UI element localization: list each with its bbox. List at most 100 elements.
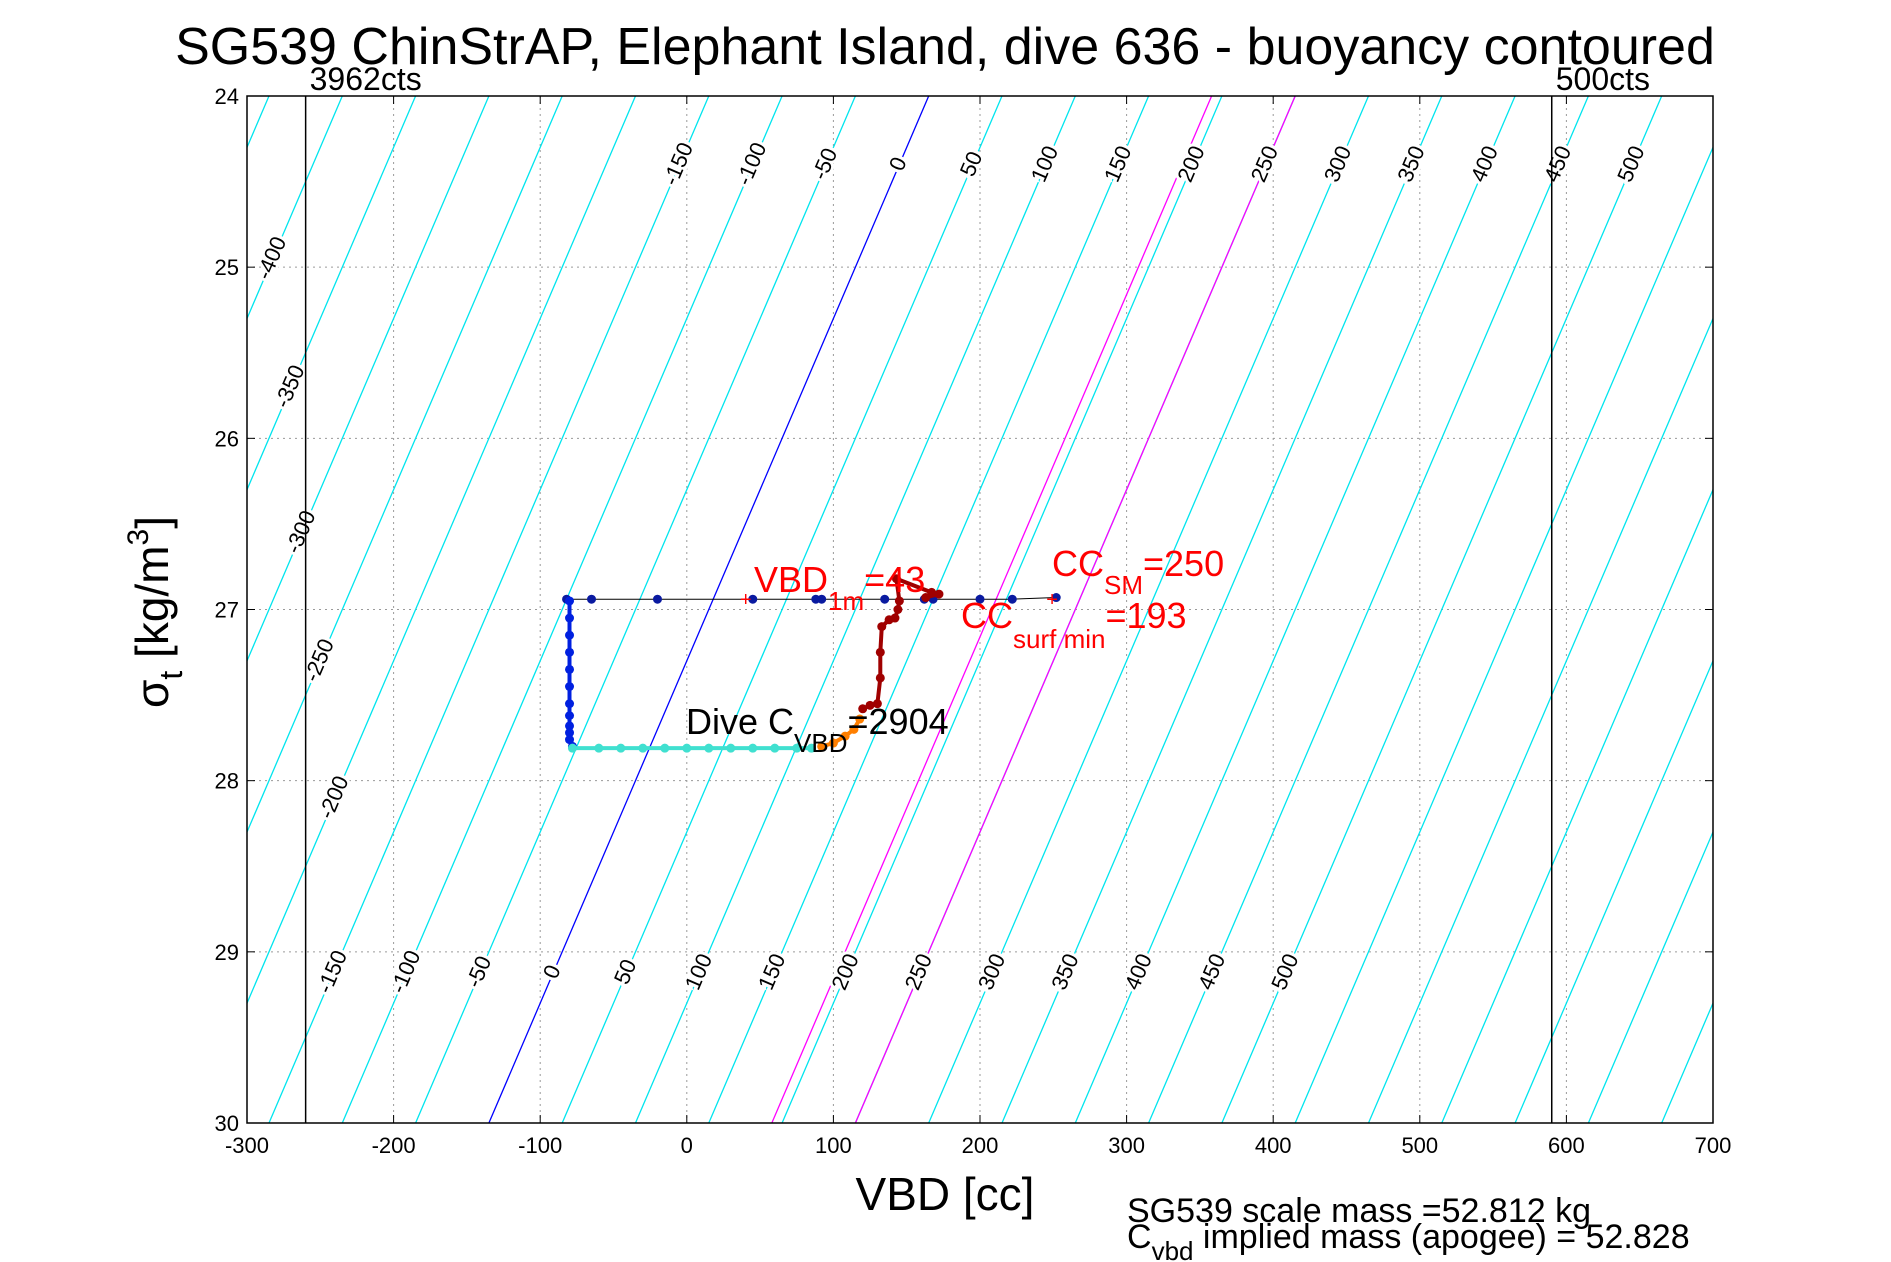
contour-line-highlight-193 [771,96,1213,1123]
data-point [1051,593,1061,603]
count-limit-lines: 3962cts 500cts [304,61,1650,1123]
data-point [1007,594,1017,604]
footer-scale-mass: SG539 scale mass =52.812 kg [1127,1192,1591,1230]
y-tick-label: 29 [215,940,239,965]
data-point [855,714,865,724]
contour-line--150 [268,96,710,1123]
data-point [891,574,901,584]
y-tick-label: 27 [215,598,239,623]
limit-label: 500cts [1556,61,1650,97]
contour-line--100 [341,96,783,1123]
x-tick-label: 300 [1108,1133,1145,1158]
buoyancy-contours [247,96,1713,1123]
x-tick-label: -200 [372,1133,416,1158]
contour-line-0 [488,96,930,1123]
data-point [817,594,827,604]
contour-line--200 [247,96,637,1005]
data-point [875,647,885,657]
data-point [921,593,931,603]
data-point [565,630,575,640]
data-point [927,587,937,597]
annotation-dive-cvbd: Dive CVBD=2904 [686,701,949,758]
x-tick-label: 500 [1401,1133,1438,1158]
data-point [894,596,904,606]
contour-line--400 [247,96,343,321]
data-point [880,594,890,604]
data-point [565,699,575,709]
data-point [875,673,885,683]
contour-line--350 [247,96,417,492]
y-tick-label: 25 [215,255,239,280]
y-axis-label-main: σ [126,680,178,708]
x-tick-label: -300 [225,1133,269,1158]
data-point [660,743,670,753]
data-point [828,738,838,748]
x-tick-label: -100 [518,1133,562,1158]
data-point [865,700,875,710]
y-tick-label: 24 [215,84,239,109]
data-point [567,743,577,753]
data-point [849,724,859,734]
contour-line-600 [1367,316,1713,1123]
data-point [682,743,692,753]
svg-text:σt [kg/m3]: σt [kg/m3] [122,516,189,708]
data-point [975,594,985,604]
data-point [770,743,780,753]
contour-line-50 [561,96,1003,1123]
x-tick-label: 200 [962,1133,999,1158]
data-point [616,743,626,753]
contour-line--300 [247,96,490,663]
data-point [565,735,575,745]
data-point [748,594,758,604]
contour-line--50 [414,96,856,1123]
dive-series: + + [562,574,1061,753]
y-tick-label: 26 [215,426,239,451]
contour-line-450 [1147,96,1589,1123]
data-point [877,622,887,632]
annotation-cc-surf-min: CCsurf min=193 [961,595,1187,654]
data-point [652,594,662,604]
data-point [726,743,736,753]
y-axis-label-unit: [kg/m [126,545,178,657]
contour-line-150 [708,96,1150,1123]
x-tick-label: 400 [1255,1133,1292,1158]
x-tick-label: 0 [681,1133,693,1158]
y-axis-ticks: 24 25 26 27 28 29 30 [215,84,1713,1136]
data-point [748,743,758,753]
contour-line-100 [634,96,1076,1123]
data-point [934,589,944,599]
data-point [792,743,802,753]
data-point [890,613,900,623]
contour-line-highlight-250 [854,96,1296,1123]
data-point [565,647,575,657]
annotation-vbd-1m: VBD1m=43 [754,559,925,616]
contour-line-350 [1001,96,1443,1123]
data-point [587,594,597,604]
data-point [565,711,575,721]
series-path-dive-descent-surface [566,597,1057,600]
data-point [594,743,604,753]
chart-title: SG539 ChinStrAP, Elephant Island, dive 6… [175,18,1715,76]
data-point [893,605,903,614]
data-point [565,682,575,692]
data-point [858,704,868,714]
data-point [565,596,575,606]
data-point [565,721,575,731]
y-axis-label: σt [kg/m3] [122,516,189,708]
data-point [872,699,882,709]
grid [247,96,1713,1123]
contour-line-400 [1074,96,1516,1123]
x-axis-ticks: -300 -200 -100 0 100 200 300 400 500 600 700 [225,96,1731,1158]
data-point [806,743,816,753]
y-axis-label-unit-sup: 3 [122,529,155,546]
contour-line-700 [1514,659,1713,1123]
y-tick-label: 28 [215,769,239,794]
y-tick-label: 30 [215,1111,239,1136]
data-point [704,743,714,753]
marker-ccsm: + [1046,589,1058,611]
data-point [817,741,827,751]
contour-line-650 [1441,488,1713,1123]
data-point [565,728,575,738]
data-point [638,743,648,753]
